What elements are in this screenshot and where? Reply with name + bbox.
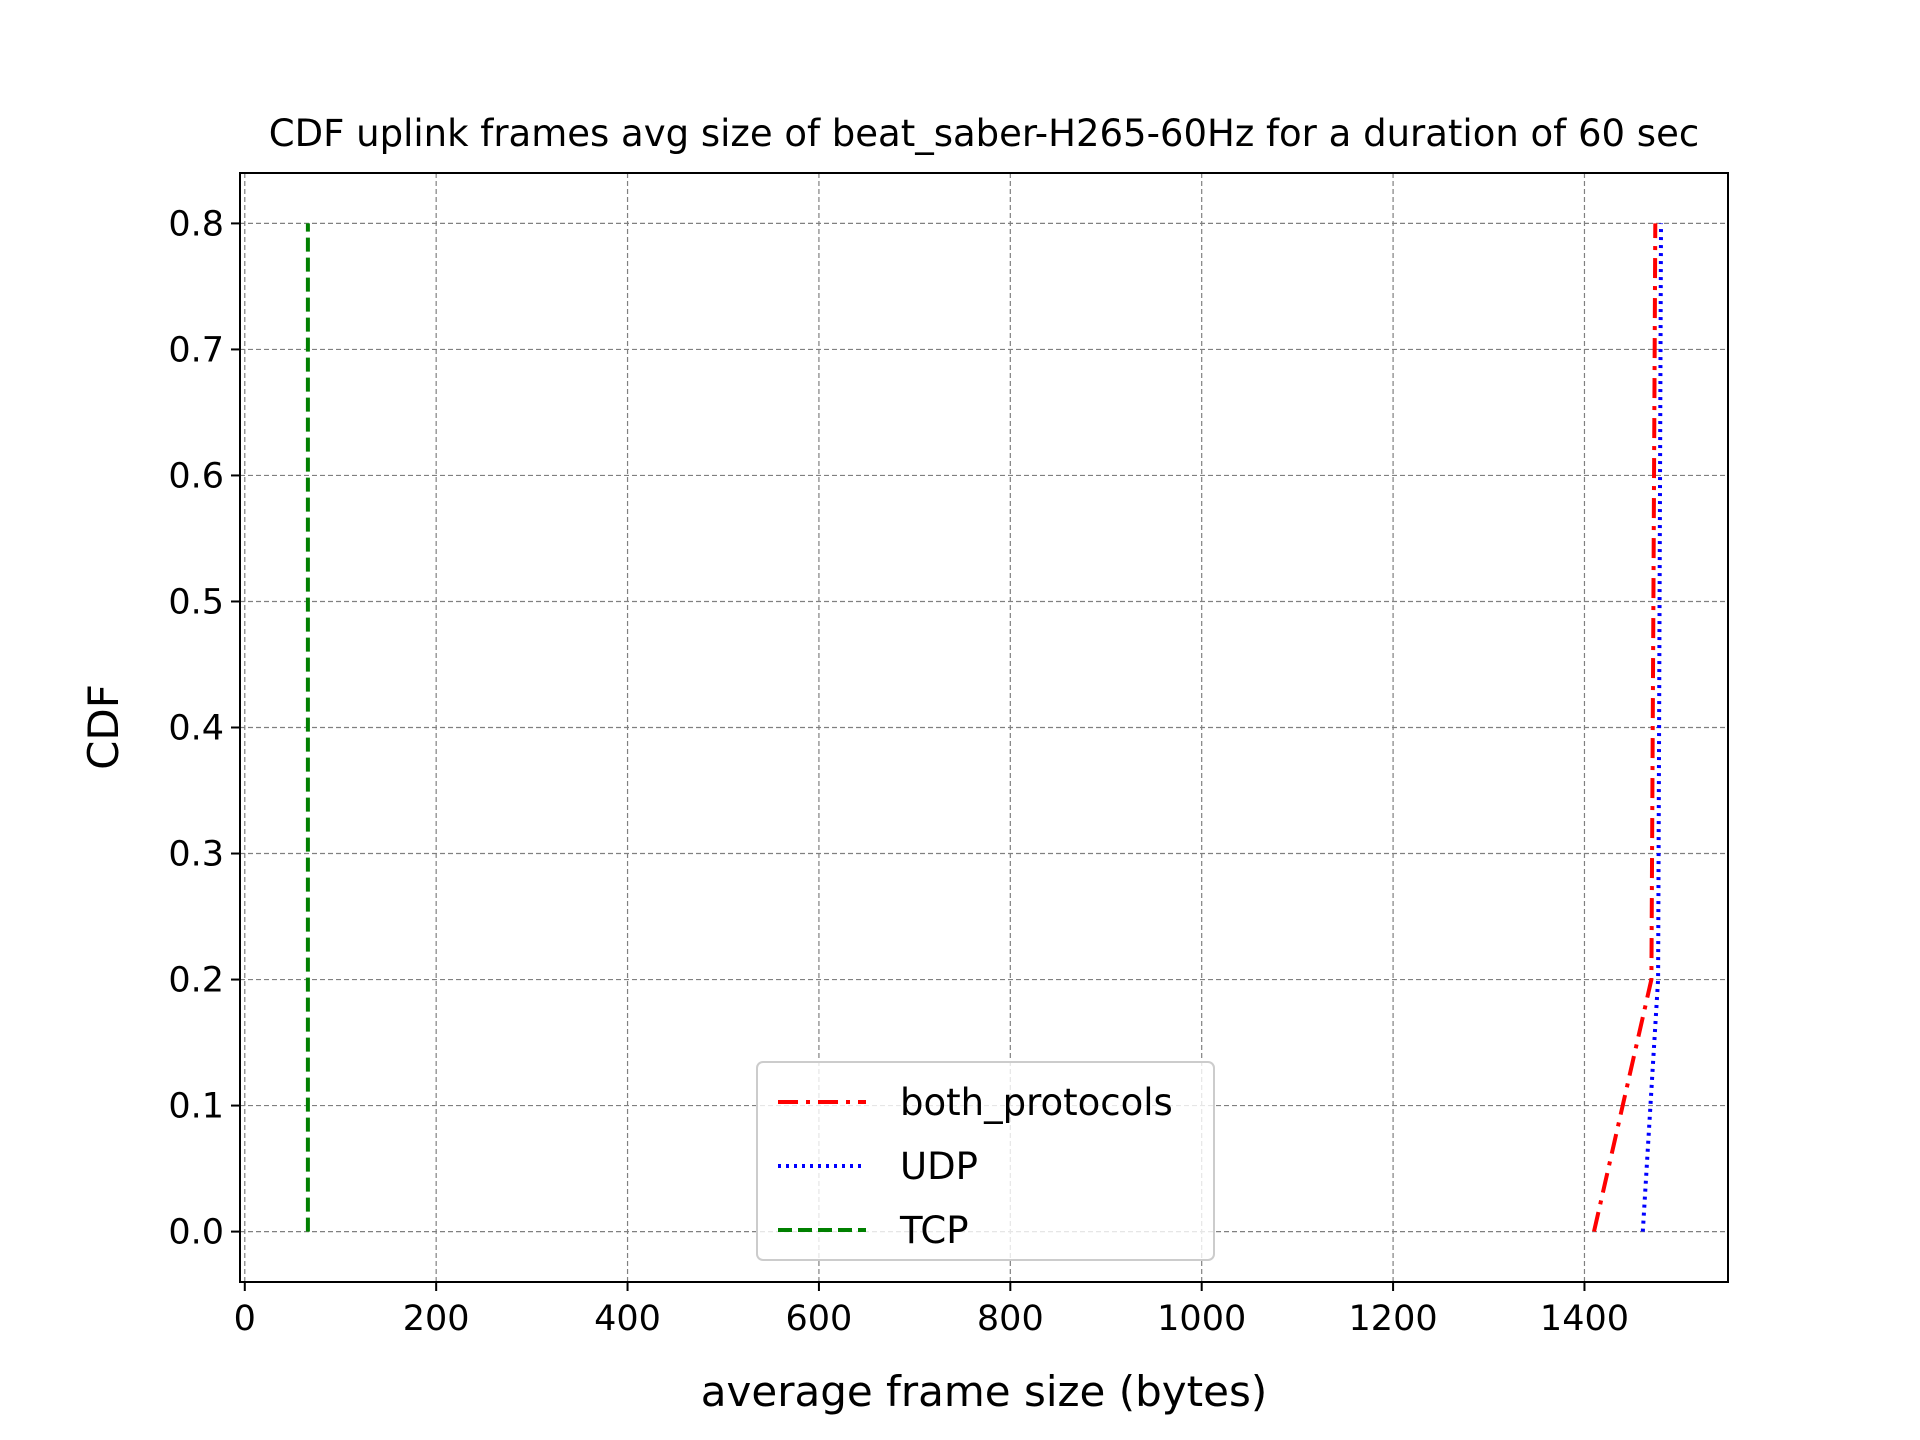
y-tick-label: 0.3 xyxy=(168,835,224,875)
x-tick-label: 400 xyxy=(594,1299,661,1339)
y-tick-label: 0.6 xyxy=(168,456,224,496)
x-tick-label: 0 xyxy=(234,1299,256,1339)
y-tick-label: 0.2 xyxy=(168,961,224,1001)
x-tick-label: 200 xyxy=(403,1299,470,1339)
legend-box xyxy=(756,1061,1215,1261)
y-tick-label: 0.8 xyxy=(168,204,224,244)
y-tick-label: 0.1 xyxy=(168,1087,224,1127)
y-tick-label: 0.4 xyxy=(168,709,224,749)
grid-lines xyxy=(240,173,1728,1282)
series-line-udp xyxy=(1640,223,1663,1232)
x-tick-label: 1400 xyxy=(1540,1299,1629,1339)
y-tick-label: 0.0 xyxy=(168,1213,224,1253)
series-line-both-protocols xyxy=(1592,223,1658,1233)
x-tick-label: 1200 xyxy=(1349,1299,1438,1339)
x-tick-label: 1000 xyxy=(1157,1299,1246,1339)
y-axis-label: CDF xyxy=(79,684,128,770)
x-axis-label: average frame size (bytes) xyxy=(701,1367,1267,1416)
legend-label: UDP xyxy=(900,1145,978,1188)
y-tick-label: 0.5 xyxy=(168,582,224,622)
y-tick-label: 0.7 xyxy=(168,330,224,370)
legend-label: both_protocols xyxy=(900,1081,1173,1124)
x-tick-label: 600 xyxy=(786,1299,853,1339)
x-tick-label: 800 xyxy=(977,1299,1044,1339)
legend-label: TCP xyxy=(899,1209,969,1252)
series-layer xyxy=(305,223,1663,1233)
legend: both_protocols UDP TCP xyxy=(756,1061,1215,1261)
chart-title: CDF uplink frames avg size of beat_saber… xyxy=(269,112,1699,155)
axis-ticks: 0 200 400 600 800 1000 1200 1400 0.0 0.1 0.2 0.3 0.4… xyxy=(168,204,1629,1339)
